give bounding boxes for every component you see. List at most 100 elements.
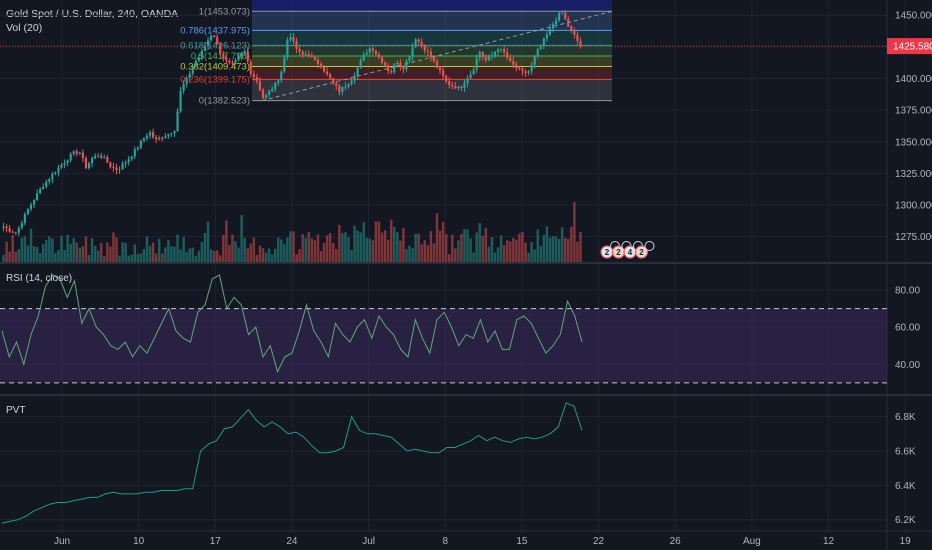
time-tick-label: 24: [286, 536, 298, 547]
candle-body: [316, 59, 320, 64]
volume-bars: [2, 202, 582, 262]
fib-zone: [252, 45, 612, 56]
candle-body: [277, 80, 280, 83]
candle-body: [26, 209, 30, 215]
candle-body: [54, 172, 57, 174]
volume-bar: [521, 231, 524, 262]
volume-bar: [191, 247, 195, 262]
candle-body: [228, 60, 231, 63]
volume-bar: [325, 235, 329, 262]
candle-body: [87, 163, 91, 169]
candle-body: [344, 86, 347, 88]
price-candles[interactable]: [2, 10, 582, 237]
volume-bar: [399, 240, 402, 262]
candle-body: [393, 64, 396, 73]
volume-bar: [188, 248, 191, 262]
volume-bar: [103, 255, 106, 262]
volume-bar: [469, 238, 472, 262]
candle-body: [454, 86, 457, 89]
volume-bar: [219, 255, 222, 262]
candle-body: [457, 86, 460, 89]
candle-body: [576, 34, 579, 41]
volume-bar: [374, 221, 378, 262]
fib-extension-zone: [252, 0, 612, 12]
volume-bar: [240, 215, 243, 262]
rsi-tick-label: 40.00: [895, 360, 920, 371]
candle-body: [57, 167, 60, 173]
fib-zone: [252, 55, 612, 67]
volume-bar: [478, 223, 481, 262]
candle-body: [115, 167, 118, 170]
volume-bar: [258, 245, 262, 262]
candle-body: [66, 160, 69, 164]
price-tick-label: 1325.000: [895, 169, 932, 180]
time-tick-label: Aug: [743, 536, 761, 547]
candle-body: [176, 111, 179, 132]
fib-zone: [252, 30, 612, 46]
volume-bar: [341, 233, 344, 262]
candle-body: [118, 169, 121, 171]
volume-bar: [338, 224, 341, 262]
symbol-title: Gold Spot / U.S. Dollar, 240, OANDA: [6, 8, 179, 20]
candle-body: [234, 59, 237, 64]
fibonacci-retracement[interactable]: 1(1453.073) 0.786(1437.975) 0.618(1426.123…: [180, 0, 613, 107]
candle-body: [402, 66, 405, 70]
candle-body: [484, 57, 487, 61]
volume-bar: [142, 249, 146, 262]
volume-bar: [362, 222, 365, 262]
volume-bar: [45, 239, 48, 262]
candle-body: [579, 40, 582, 47]
volume-bar: [472, 252, 475, 262]
volume-bar: [136, 254, 140, 262]
volume-bar: [11, 234, 14, 262]
event-count-label: 2: [605, 248, 610, 257]
candle-body: [573, 29, 576, 35]
time-tick-label: Jul: [362, 536, 375, 547]
volume-bar: [215, 250, 219, 262]
candle-body: [475, 57, 478, 70]
volume-bar: [509, 241, 512, 262]
volume-bar: [542, 235, 546, 262]
volume-bar: [173, 246, 176, 262]
event-count-bubble: [644, 241, 655, 251]
fib-level-label: 0.618(1426.123): [180, 40, 250, 51]
candle-body: [170, 133, 173, 135]
volume-bar: [579, 232, 582, 262]
volume-bar: [405, 249, 408, 262]
price-axis[interactable]: 1450.0001425.0001400.0001375.0001350.000…: [0, 11, 932, 527]
candle-body: [435, 61, 439, 68]
candle-body: [127, 159, 130, 163]
volume-bar: [563, 237, 567, 262]
candle-body: [100, 155, 103, 158]
volume-bar: [319, 251, 323, 262]
volume-bar: [157, 238, 161, 262]
volume-bar: [560, 227, 564, 262]
volume-bar: [359, 232, 362, 262]
candle-body: [347, 83, 350, 87]
candle-body: [506, 52, 509, 58]
candle-body: [396, 62, 399, 65]
rsi-pane[interactable]: [0, 274, 887, 384]
volume-bar: [457, 240, 460, 262]
candle-body: [103, 157, 106, 159]
volume-bar: [54, 253, 57, 262]
volume-bar: [499, 235, 503, 262]
volume-bar: [493, 252, 497, 262]
time-axis[interactable]: Jun 10 17 24 Jul 8 15 22 26 Aug 12 19: [54, 536, 911, 547]
candle-body: [512, 60, 515, 65]
pvt-pane[interactable]: [1, 402, 583, 524]
volume-bar: [81, 246, 85, 262]
candle-body: [289, 37, 292, 41]
candle-body: [341, 87, 344, 92]
candle-body: [420, 41, 423, 46]
volume-bar: [124, 242, 127, 262]
volume-bar: [93, 245, 97, 262]
volume-bar: [200, 242, 204, 262]
volume-bar: [527, 252, 530, 262]
candle-body: [561, 12, 564, 14]
volume-bar: [570, 226, 573, 262]
candle-body: [384, 62, 387, 66]
candle-body: [442, 70, 445, 76]
